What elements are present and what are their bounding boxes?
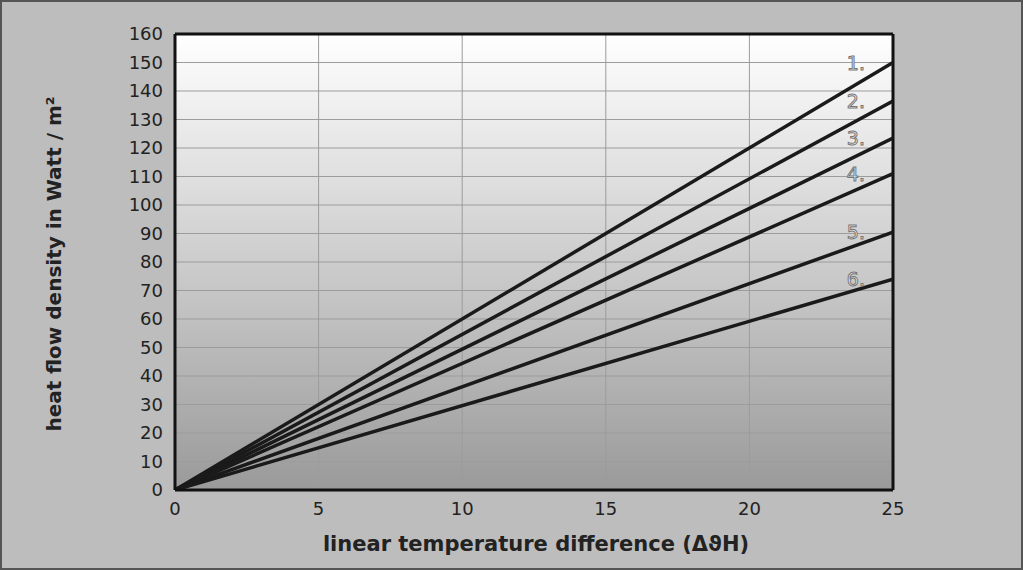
- svg-text:150: 150: [129, 52, 163, 73]
- svg-text:100: 100: [129, 194, 163, 215]
- svg-text:20: 20: [738, 498, 761, 519]
- svg-text:80: 80: [140, 251, 163, 272]
- svg-text:90: 90: [140, 223, 163, 244]
- svg-text:5.: 5.: [847, 221, 865, 243]
- svg-text:6.: 6.: [847, 268, 865, 290]
- svg-text:25: 25: [882, 498, 905, 519]
- html-text:heat flow density in Watt / m²: heat flow density in Watt / m²: [42, 96, 66, 432]
- svg-text:10: 10: [140, 451, 163, 472]
- svg-text:1.: 1.: [847, 52, 865, 74]
- svg-text:30: 30: [140, 394, 163, 415]
- svg-text:50: 50: [140, 337, 163, 358]
- svg-text:70: 70: [140, 280, 163, 301]
- svg-text:60: 60: [140, 308, 163, 329]
- svg-text:120: 120: [129, 137, 163, 158]
- svg-text:0: 0: [152, 479, 163, 500]
- svg-text:140: 140: [129, 80, 163, 101]
- svg-text:130: 130: [129, 109, 163, 130]
- svg-text:110: 110: [129, 166, 163, 187]
- svg-text:0: 0: [169, 498, 180, 519]
- html-text:linear temperature difference: linear temperature difference (ΔϑH): [322, 532, 750, 556]
- svg-text:15: 15: [594, 498, 617, 519]
- svg-text:4.: 4.: [847, 163, 865, 185]
- svg-text:5: 5: [313, 498, 324, 519]
- svg-text:160: 160: [129, 23, 163, 44]
- svg-text:10: 10: [451, 498, 474, 519]
- svg-text:20: 20: [140, 422, 163, 443]
- svg-text:40: 40: [140, 365, 163, 386]
- svg-text:3.: 3.: [847, 127, 865, 149]
- svg-text:2.: 2.: [847, 90, 865, 112]
